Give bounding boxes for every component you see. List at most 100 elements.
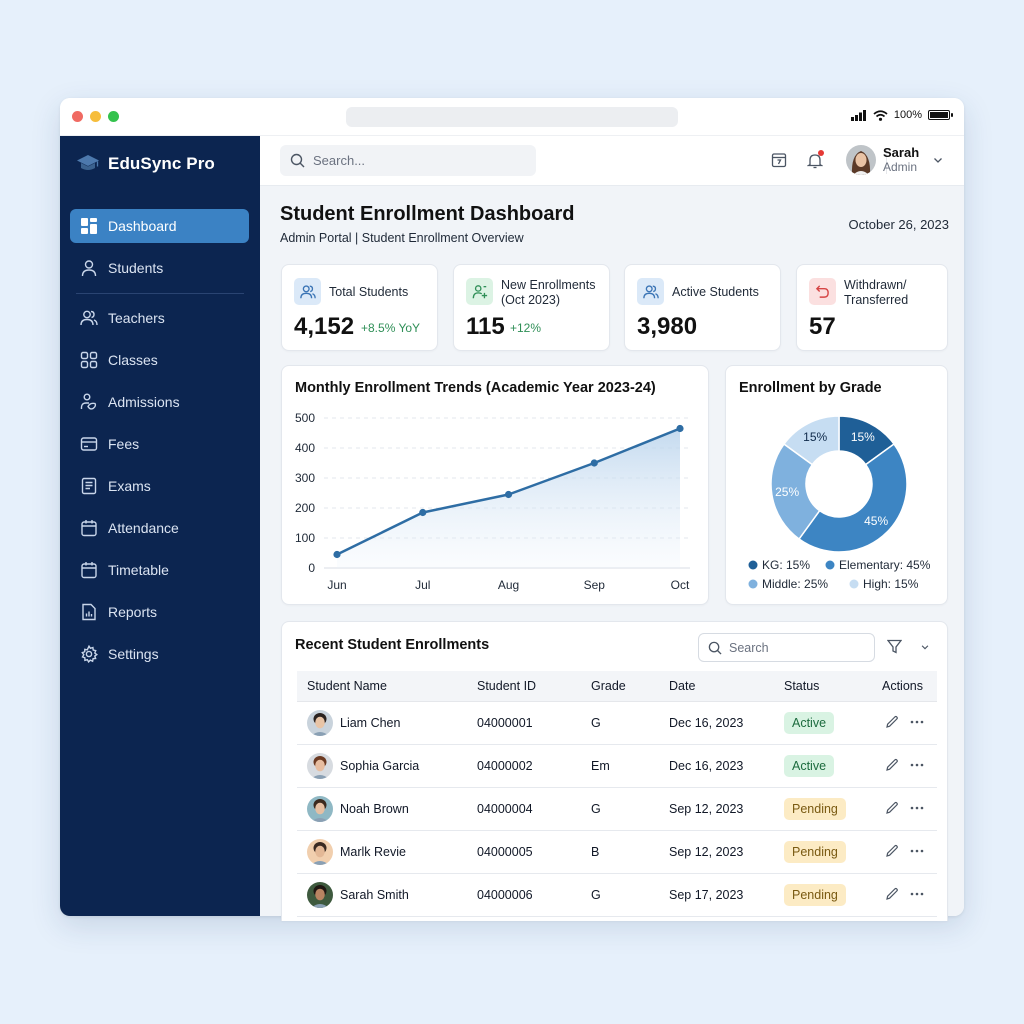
- column-header-grade[interactable]: Grade: [591, 679, 626, 693]
- table-row[interactable]: Liam Chen 04000001 G Dec 16, 2023 Active: [297, 702, 937, 745]
- status-badge: Active: [784, 712, 835, 734]
- close-window-button[interactable]: [72, 111, 83, 122]
- user-avatar: [846, 145, 876, 175]
- recent-enrollments-card: Recent Student Enrollments Student Name …: [281, 621, 948, 921]
- maximize-window-button[interactable]: [108, 111, 119, 122]
- kpi-label: Total Students: [329, 285, 409, 299]
- sidebar-item-reports[interactable]: Reports: [70, 595, 249, 629]
- brand-logo[interactable]: EduSync Pro: [76, 154, 215, 174]
- svg-text:25%: 25%: [775, 485, 799, 499]
- calendar-button[interactable]: [769, 150, 789, 170]
- enrollment-date: Dec 16, 2023: [669, 716, 744, 730]
- svg-text:Elementary: 45%: Elementary: 45%: [839, 558, 931, 572]
- student-avatar: [307, 796, 333, 822]
- column-header-date[interactable]: Date: [669, 679, 696, 693]
- kpi-card-active-students[interactable]: Active Students 3,980: [624, 264, 781, 351]
- more-options-icon[interactable]: [910, 849, 924, 853]
- student-grade: B: [591, 845, 600, 859]
- student-id: 04000004: [477, 802, 533, 816]
- kpi-card-withdrawn[interactable]: Withdrawn/ Transferred 57: [796, 264, 948, 351]
- table-search-input[interactable]: [729, 640, 859, 655]
- address-bar[interactable]: [346, 107, 678, 127]
- student-id: 04000006: [477, 888, 533, 902]
- svg-text:Sep: Sep: [584, 578, 606, 592]
- svg-text:100: 100: [295, 531, 315, 545]
- student-id: 04000005: [477, 845, 533, 859]
- student-name[interactable]: Liam Chen: [340, 716, 401, 730]
- credit-card-icon: [80, 437, 98, 451]
- table-row[interactable]: Marlk Revie 04000005 B Sep 12, 2023 Pend…: [297, 831, 937, 874]
- kpi-card-new-enrollments[interactable]: New Enrollments (Oct 2023) 115 +12%: [453, 264, 610, 351]
- table-header: Student Name Student ID Grade Date Statu…: [297, 671, 937, 702]
- student-name[interactable]: Sophia Garcia: [340, 759, 420, 773]
- enrollment-trend-chart[interactable]: 0 100 200 300 400 500 Jun Jul Aug Sep Oct: [282, 366, 710, 606]
- chevron-down-icon[interactable]: [920, 642, 930, 652]
- column-header-name[interactable]: Student Name: [307, 679, 387, 693]
- users-icon: [299, 284, 316, 298]
- kpi-label-line2: Transferred: [844, 293, 909, 307]
- column-header-id[interactable]: Student ID: [477, 679, 537, 693]
- sidebar-item-label: Fees: [108, 436, 140, 452]
- sidebar-item-admissions[interactable]: Admissions: [70, 385, 249, 419]
- search-input[interactable]: [313, 153, 513, 168]
- svg-text:45%: 45%: [864, 514, 888, 528]
- student-grade: G: [591, 888, 601, 902]
- student-name[interactable]: Marlk Revie: [340, 845, 406, 859]
- grade-donut-chart[interactable]: 15% 45% 25% 15% KG: 15% Elementary: 45% Middle…: [726, 366, 949, 606]
- edit-icon[interactable]: [885, 801, 899, 815]
- enrollment-date: Dec 16, 2023: [669, 759, 744, 773]
- kpi-icon-bg: [809, 278, 836, 305]
- student-grade: G: [591, 716, 601, 730]
- gear-icon: [81, 645, 98, 663]
- user-menu[interactable]: Sarah Admin: [846, 145, 944, 175]
- more-options-icon[interactable]: [910, 892, 924, 896]
- student-name[interactable]: Sarah Smith: [340, 888, 409, 902]
- sidebar-item-teachers[interactable]: Teachers: [70, 301, 249, 335]
- wifi-icon: [873, 109, 888, 121]
- student-avatar: [307, 753, 333, 779]
- column-header-status[interactable]: Status: [784, 679, 820, 693]
- student-name[interactable]: Noah Brown: [340, 802, 409, 816]
- filter-icon[interactable]: [887, 639, 902, 654]
- kpi-label-line2: (Oct 2023): [501, 293, 561, 307]
- enrollment-trends-card: Monthly Enrollment Trends (Academic Year…: [281, 365, 709, 605]
- users-icon: [642, 284, 659, 298]
- more-options-icon[interactable]: [910, 806, 924, 810]
- table-search[interactable]: [698, 633, 875, 662]
- svg-text:Jul: Jul: [415, 578, 430, 592]
- global-search[interactable]: [280, 145, 536, 176]
- svg-text:200: 200: [295, 501, 315, 515]
- table-row[interactable]: Sophia Garcia 04000002 Em Dec 16, 2023 A…: [297, 745, 937, 788]
- sidebar-item-settings[interactable]: Settings: [70, 637, 249, 671]
- edit-icon[interactable]: [885, 758, 899, 772]
- table-row[interactable]: Sarah Smith 04000006 G Sep 17, 2023 Pend…: [297, 874, 937, 917]
- sidebar-item-timetable[interactable]: Timetable: [70, 553, 249, 587]
- edit-icon[interactable]: [885, 887, 899, 901]
- sidebar-item-dashboard[interactable]: Dashboard: [70, 209, 249, 243]
- sidebar: EduSync Pro Dashboard Students Teachers …: [60, 136, 260, 916]
- more-options-icon[interactable]: [910, 720, 924, 724]
- enrollment-by-grade-card: Enrollment by Grade 15% 45% 25% 15% KG: 15% E…: [725, 365, 948, 605]
- edit-icon[interactable]: [885, 844, 899, 858]
- edit-icon[interactable]: [885, 715, 899, 729]
- sidebar-item-fees[interactable]: Fees: [70, 427, 249, 461]
- notification-badge: [818, 150, 824, 156]
- kpi-label: Active Students: [672, 285, 759, 299]
- sidebar-item-label: Attendance: [108, 520, 179, 536]
- notifications-button[interactable]: [805, 150, 825, 170]
- table-row[interactable]: Noah Brown 04000004 G Sep 12, 2023 Pendi…: [297, 788, 937, 831]
- sidebar-item-exams[interactable]: Exams: [70, 469, 249, 503]
- student-id: 04000001: [477, 716, 533, 730]
- page-title: Student Enrollment Dashboard: [280, 203, 575, 225]
- search-icon: [290, 153, 305, 168]
- status-bar: 100%: [850, 109, 953, 121]
- svg-text:0: 0: [308, 561, 315, 575]
- sidebar-item-attendance[interactable]: Attendance: [70, 511, 249, 545]
- sidebar-item-students[interactable]: Students: [70, 251, 249, 285]
- more-options-icon[interactable]: [910, 763, 924, 767]
- minimize-window-button[interactable]: [90, 111, 101, 122]
- student-id: 04000002: [477, 759, 533, 773]
- sidebar-item-label: Students: [108, 260, 164, 276]
- kpi-card-total-students[interactable]: Total Students 4,152 +8.5% YoY: [281, 264, 438, 351]
- sidebar-item-classes[interactable]: Classes: [70, 343, 249, 377]
